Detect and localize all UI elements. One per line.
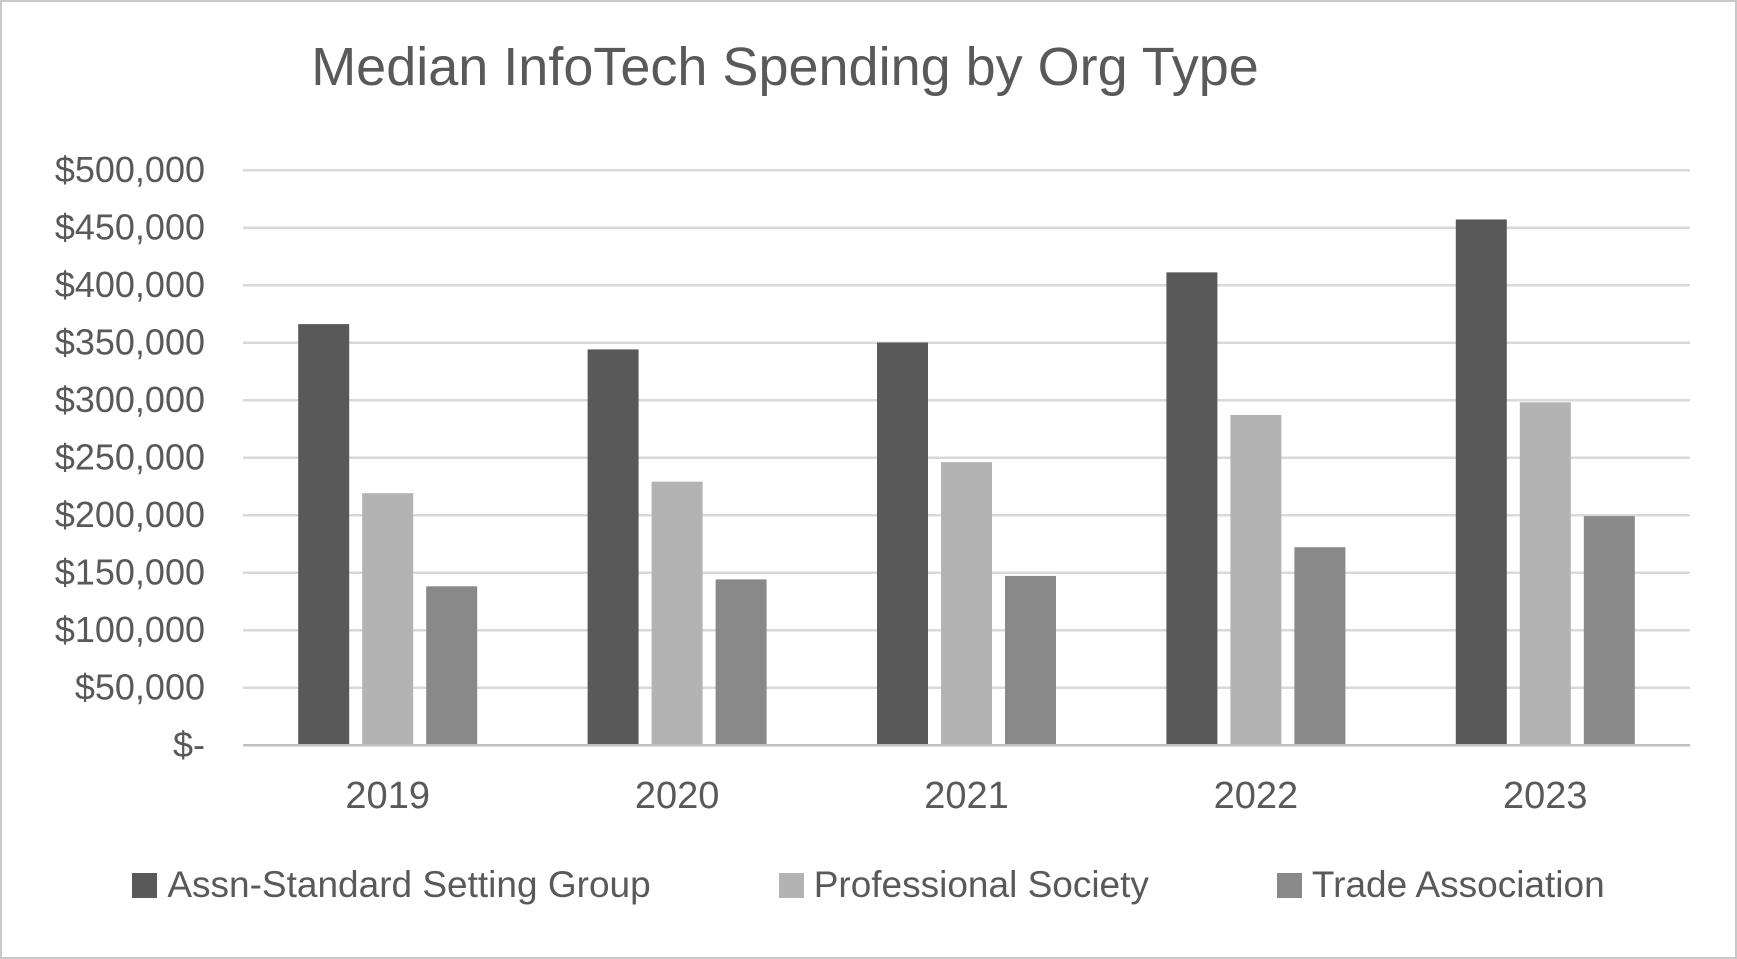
bar-2020-series-0 bbox=[587, 349, 639, 745]
legend-item-professional-society: Professional Society bbox=[778, 864, 1149, 906]
bar-2022-series-0 bbox=[1166, 272, 1218, 745]
legend-swatch-trade-association bbox=[1276, 872, 1302, 898]
y-tick-label: $200,000 bbox=[55, 494, 205, 535]
bar-2019-series-1 bbox=[362, 493, 414, 745]
y-tick-label: $400,000 bbox=[55, 264, 205, 305]
x-axis-label-2022: 2022 bbox=[1214, 775, 1299, 817]
legend-label: Assn-Standard Setting Group bbox=[167, 864, 651, 905]
legend-label: Trade Association bbox=[1311, 864, 1605, 905]
x-axis-label-2021: 2021 bbox=[924, 775, 1009, 817]
y-tick-label: $50,000 bbox=[75, 667, 205, 708]
chart-title: Median InfoTech Spending by Org Type bbox=[311, 37, 1259, 97]
y-tick-label: $100,000 bbox=[55, 609, 205, 650]
bar-2023-series-0 bbox=[1455, 219, 1507, 745]
y-tick-label: $150,000 bbox=[55, 552, 205, 593]
y-tick-label: $500,000 bbox=[55, 149, 205, 190]
bar-2021-series-1 bbox=[941, 462, 992, 745]
legend-item-assn-standard-setting-group: Assn-Standard Setting Group bbox=[132, 864, 651, 906]
bar-2019-series-2 bbox=[426, 586, 478, 745]
legend-swatch-professional-society bbox=[778, 872, 804, 898]
bar-2021-series-2 bbox=[1005, 575, 1056, 745]
bar-2022-series-2 bbox=[1294, 547, 1346, 745]
bar-2023-series-2 bbox=[1583, 516, 1635, 745]
chart-legend: Assn-Standard Setting Group Professional… bbox=[0, 864, 1737, 906]
x-axis-label-2019: 2019 bbox=[345, 775, 430, 817]
bar-2020-series-1 bbox=[651, 481, 703, 745]
x-axis-label-2023: 2023 bbox=[1503, 775, 1588, 817]
x-axis-label-2020: 2020 bbox=[635, 775, 720, 817]
y-tick-label: $- bbox=[173, 724, 205, 765]
y-tick-label: $350,000 bbox=[55, 322, 205, 363]
legend-label: Professional Society bbox=[813, 864, 1149, 905]
y-tick-label: $250,000 bbox=[55, 437, 205, 478]
y-tick-label: $450,000 bbox=[55, 207, 205, 248]
bar-2023-series-1 bbox=[1519, 402, 1571, 745]
legend-item-trade-association: Trade Association bbox=[1276, 864, 1605, 906]
bar-2021-series-0 bbox=[877, 342, 928, 745]
bar-2019-series-0 bbox=[298, 324, 350, 745]
legend-swatch-assn-standard-setting-group bbox=[132, 872, 158, 898]
bar-2022-series-1 bbox=[1230, 414, 1282, 745]
bar-2020-series-2 bbox=[715, 579, 767, 745]
y-tick-label: $300,000 bbox=[55, 379, 205, 420]
